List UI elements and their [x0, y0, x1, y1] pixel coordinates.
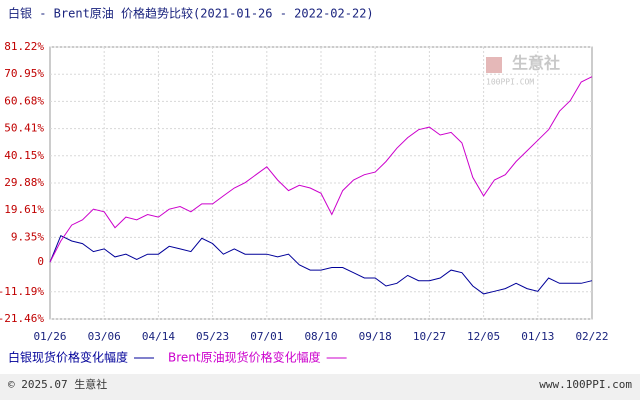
footer-right: www.100PPI.com: [539, 378, 632, 391]
y-tick-label: -21.46%: [0, 312, 44, 325]
x-tick-label: 01/26: [33, 330, 66, 343]
series-line: [49, 235, 593, 295]
x-tick-label: 12/05: [467, 330, 500, 343]
y-tick-label: 29.88%: [4, 176, 44, 189]
y-tick-label: -11.19%: [0, 285, 44, 298]
footer-left: © 2025.07 生意社: [8, 377, 107, 391]
watermark-sub: 100PPI.COM: [486, 78, 534, 87]
chart-title: 白银 - Brent原油 价格趋势比较(2021-01-26 - 2022-02…: [8, 6, 374, 21]
x-tick-label: 07/01: [250, 330, 283, 343]
watermark: 生意社: [512, 54, 560, 73]
x-tick-label: 02/22: [575, 330, 608, 343]
y-tick-label: 40.15%: [4, 149, 44, 162]
y-tick-label: 81.22%: [4, 40, 44, 53]
x-tick-label: 04/14: [142, 330, 175, 343]
y-tick-label: 70.95%: [4, 67, 44, 80]
y-tick-label: 0: [37, 255, 44, 268]
x-tick-label: 10/27: [413, 330, 446, 343]
legend: 白银现货价格变化幅度 Brent原油现货价格变化幅度: [8, 350, 347, 365]
y-tick-label: 9.35%: [11, 230, 44, 243]
x-tick-label: 01/13: [521, 330, 554, 343]
x-tick-label: 09/18: [359, 330, 392, 343]
y-tick-label: 60.68%: [4, 94, 44, 107]
watermark-logo: [486, 57, 502, 73]
series-line: [49, 76, 593, 263]
legend-label: 白银现货价格变化幅度: [8, 350, 128, 365]
y-tick-label: 19.61%: [4, 203, 44, 216]
footer-bar: [0, 374, 640, 400]
y-tick-label: 50.41%: [4, 122, 44, 135]
x-tick-label: 08/10: [304, 330, 337, 343]
legend-label: Brent原油现货价格变化幅度: [168, 350, 321, 365]
x-tick-label: 03/06: [88, 330, 121, 343]
x-tick-label: 05/23: [196, 330, 229, 343]
